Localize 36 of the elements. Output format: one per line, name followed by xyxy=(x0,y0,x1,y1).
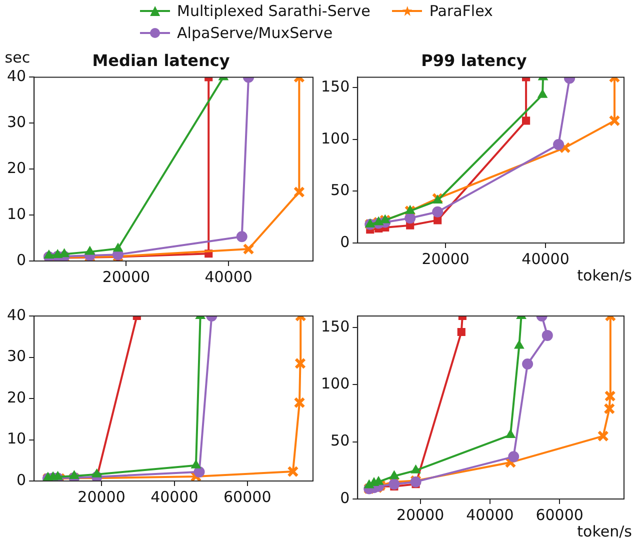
y-tick-label: 0 xyxy=(340,488,350,507)
x-tick-label: 40000 xyxy=(150,488,198,506)
legend-label: AlpaServe/MuxServe xyxy=(177,24,333,42)
y-tick-label: 100 xyxy=(320,129,350,148)
y-tick-label: 40 xyxy=(6,306,26,324)
x-tick-label: 40000 xyxy=(522,250,570,268)
x-tick-label: 60000 xyxy=(536,506,584,524)
legend-label: ParaFlex xyxy=(429,2,493,20)
x-tick-label: 60000 xyxy=(224,488,272,506)
y-tick-label: 0 xyxy=(16,470,26,489)
chart-title: Median latency xyxy=(92,50,230,70)
y-tick-label: 100 xyxy=(320,374,350,393)
y-tick-label: 40 xyxy=(6,67,26,86)
x-axis-title: token/s xyxy=(577,522,632,540)
y-tick-label: 30 xyxy=(6,347,26,366)
chart-title: P99 latency xyxy=(421,50,528,70)
y-tick-label: 0 xyxy=(16,250,26,269)
y-tick-label: 10 xyxy=(6,430,26,448)
y-tick-label: 20 xyxy=(6,158,26,177)
x-tick-label: 20000 xyxy=(396,506,444,524)
x-axis-title: token/s xyxy=(577,266,632,284)
y-axis-title: sec xyxy=(4,48,30,67)
x-tick-label: 20000 xyxy=(422,250,470,268)
x-tick-label: 40000 xyxy=(466,506,514,524)
legend-label: Multiplexed Sarathi-Serve xyxy=(177,2,370,20)
y-tick-label: 150 xyxy=(320,77,350,96)
y-tick-label: 50 xyxy=(330,432,350,450)
x-tick-label: 20000 xyxy=(78,488,126,506)
y-tick-label: 0 xyxy=(340,232,350,251)
y-tick-label: 10 xyxy=(6,204,26,223)
y-tick-label: 50 xyxy=(330,181,350,200)
y-tick-label: 20 xyxy=(6,388,26,406)
x-tick-label: 20000 xyxy=(102,268,150,286)
y-tick-label: 150 xyxy=(320,317,350,336)
x-tick-label: 40000 xyxy=(204,268,252,286)
y-tick-label: 30 xyxy=(6,113,26,132)
